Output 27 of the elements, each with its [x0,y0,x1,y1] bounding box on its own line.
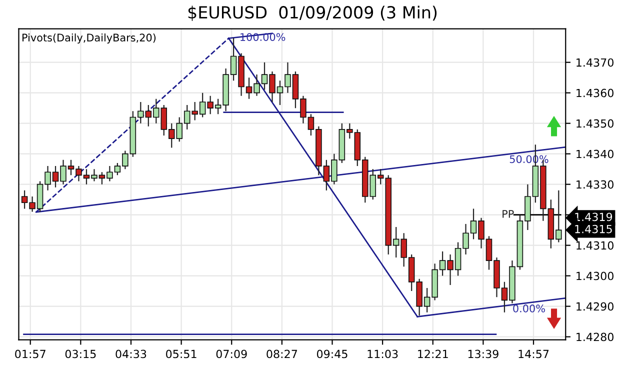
annotation: PP [502,210,514,218]
x-tick-label: 07:09 [216,350,247,358]
annotation: Pivots(Daily,DailyBars,20) [22,33,156,44]
y-tick-label: 1.4370 [576,58,614,67]
x-tick-label: 09:45 [316,350,348,358]
x-tick-label: 11:03 [368,350,398,358]
y-tick-label: 1.4340 [576,150,614,158]
x-tick-label: 05:51 [166,350,196,358]
x-tick-label: 04:33 [116,350,146,358]
chart-title: $EURUSD 01/09/2009 (3 Min) [188,6,437,21]
x-tick-label: 08:27 [266,350,297,358]
x-tick-label: 12:21 [418,350,448,358]
y-tick-label: 1.4300 [576,272,614,280]
y-tick-label: 1.4290 [576,302,614,311]
annotation: 100.00% [240,33,286,41]
x-tick-label: 03:15 [65,350,96,358]
y-tick-label: 1.4310 [576,241,614,250]
y-tick-label: 1.4330 [576,180,614,189]
y-tick-label: 1.4280 [576,332,614,342]
y-tick-label: 1.4360 [576,88,614,98]
x-tick-label: 14:57 [518,350,549,358]
x-tick-label: 01:57 [15,350,46,358]
text: 1.4319 [575,212,612,222]
text: 1.4315 [575,224,612,234]
y-tick-label: 1.4350 [576,119,614,128]
annotation: 0.00% [513,304,545,312]
x-tick-label: 13:39 [468,350,498,358]
